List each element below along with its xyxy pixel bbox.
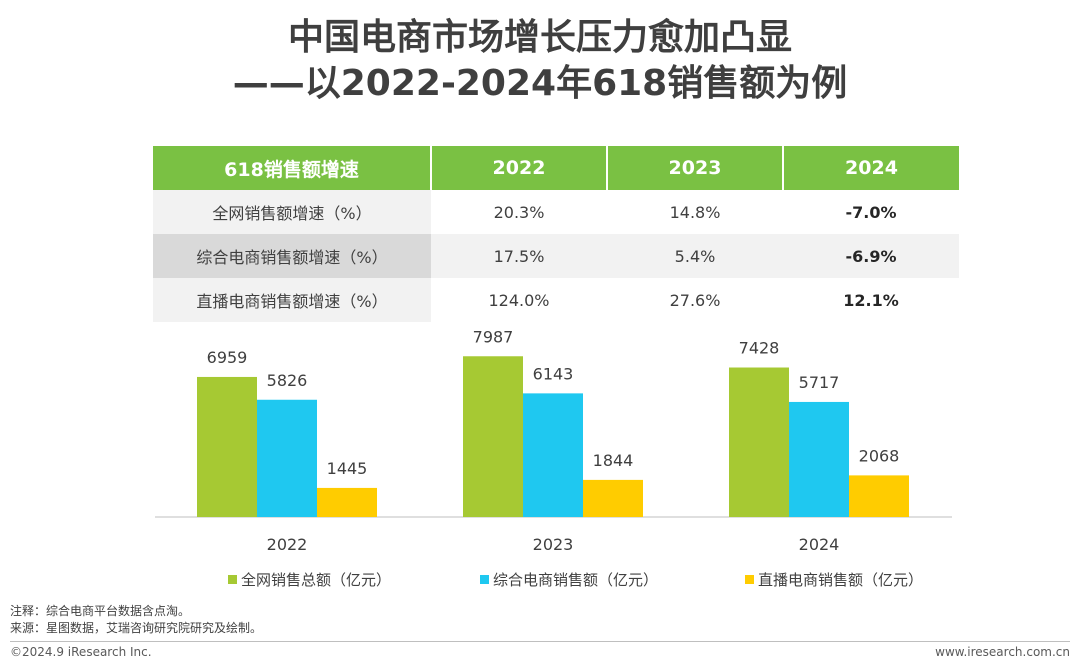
bar-data-label: 7428 xyxy=(739,339,780,358)
bar-data-label: 1445 xyxy=(327,459,368,478)
bar-data-label: 1844 xyxy=(593,451,634,470)
bar xyxy=(463,356,523,517)
bar-data-label: 2068 xyxy=(859,446,900,465)
bar xyxy=(523,393,583,517)
legend-label: 综合电商销售额（亿元） xyxy=(493,571,658,589)
x-tick-label: 2024 xyxy=(799,535,840,554)
table-cell: 27.6% xyxy=(669,290,721,310)
legend-label: 全网销售总额（亿元） xyxy=(241,571,391,589)
sales-bar-chart: 6959 5826 1445 2022 7987 6143 1844 2023 7428 5717… xyxy=(155,327,952,589)
bar-data-label: 6959 xyxy=(207,348,248,367)
table-row: 直播电商销售额增速（%） 124.0% 27.6% 12.1% xyxy=(153,278,959,322)
table-header-cell: 2022 xyxy=(431,146,608,190)
table-cell: 14.8% xyxy=(669,202,721,222)
legend-label: 直播电商销售额（亿元） xyxy=(758,571,923,589)
footer-website: www.iresearch.com.cn xyxy=(935,645,1070,659)
growth-rate-table: 618销售额增速 2022 2023 2024 全网销售额增速（%） 20.3%… xyxy=(153,146,959,322)
table-header-cell: 2024 xyxy=(783,146,959,190)
table-row-label: 直播电商销售额增速（%） xyxy=(153,278,431,322)
table-header-cell: 2023 xyxy=(607,146,784,190)
table-row: 综合电商销售额增速（%） 17.5% 5.4% -6.9% xyxy=(153,234,959,278)
legend-swatch xyxy=(480,575,489,584)
table-header-cell: 618销售额增速 xyxy=(153,146,432,190)
table-cell: -6.9% xyxy=(783,234,959,278)
bar-data-label: 7987 xyxy=(473,327,514,346)
chart-note: 注释：综合电商平台数据含点淘。 xyxy=(10,604,191,618)
table-cell: 5.4% xyxy=(607,234,783,278)
table-row-label: 全网销售额增速（%） xyxy=(153,190,431,234)
table-cell: 12.1% xyxy=(843,290,899,310)
legend-swatch xyxy=(228,575,237,584)
x-tick-label: 2022 xyxy=(267,535,308,554)
table-row: 全网销售额增速（%） 20.3% 14.8% -7.0% xyxy=(153,190,959,234)
table-row-label: 综合电商销售额增速（%） xyxy=(153,234,431,278)
bar-data-label: 5826 xyxy=(267,371,308,390)
footer-copyright: ©2024.9 iResearch Inc. xyxy=(10,645,152,659)
page-title: 中国电商市场增长压力愈加凸显 xyxy=(287,17,792,58)
table-cell: 124.0% xyxy=(488,290,550,310)
table-cell: 20.3% xyxy=(493,202,545,222)
table-header-row: 618销售额增速 2022 2023 2024 xyxy=(153,146,959,190)
bar xyxy=(789,401,849,517)
bar-data-label: 6143 xyxy=(533,364,574,383)
footer-divider xyxy=(10,641,1070,642)
legend-swatch xyxy=(745,575,754,584)
bar xyxy=(317,487,377,517)
chart-source: 来源：星图数据，艾瑞咨询研究院研究及绘制。 xyxy=(10,621,263,635)
table-cell: -7.0% xyxy=(845,202,897,222)
bar xyxy=(849,475,909,517)
bar xyxy=(197,376,257,517)
bar xyxy=(583,479,643,517)
x-tick-label: 2023 xyxy=(533,535,574,554)
bar xyxy=(729,367,789,517)
bar-data-label: 5717 xyxy=(799,373,840,392)
page-subtitle: ——以2022-2024年618销售额为例 xyxy=(232,63,848,104)
bar xyxy=(257,399,317,517)
table-cell: 17.5% xyxy=(431,234,607,278)
